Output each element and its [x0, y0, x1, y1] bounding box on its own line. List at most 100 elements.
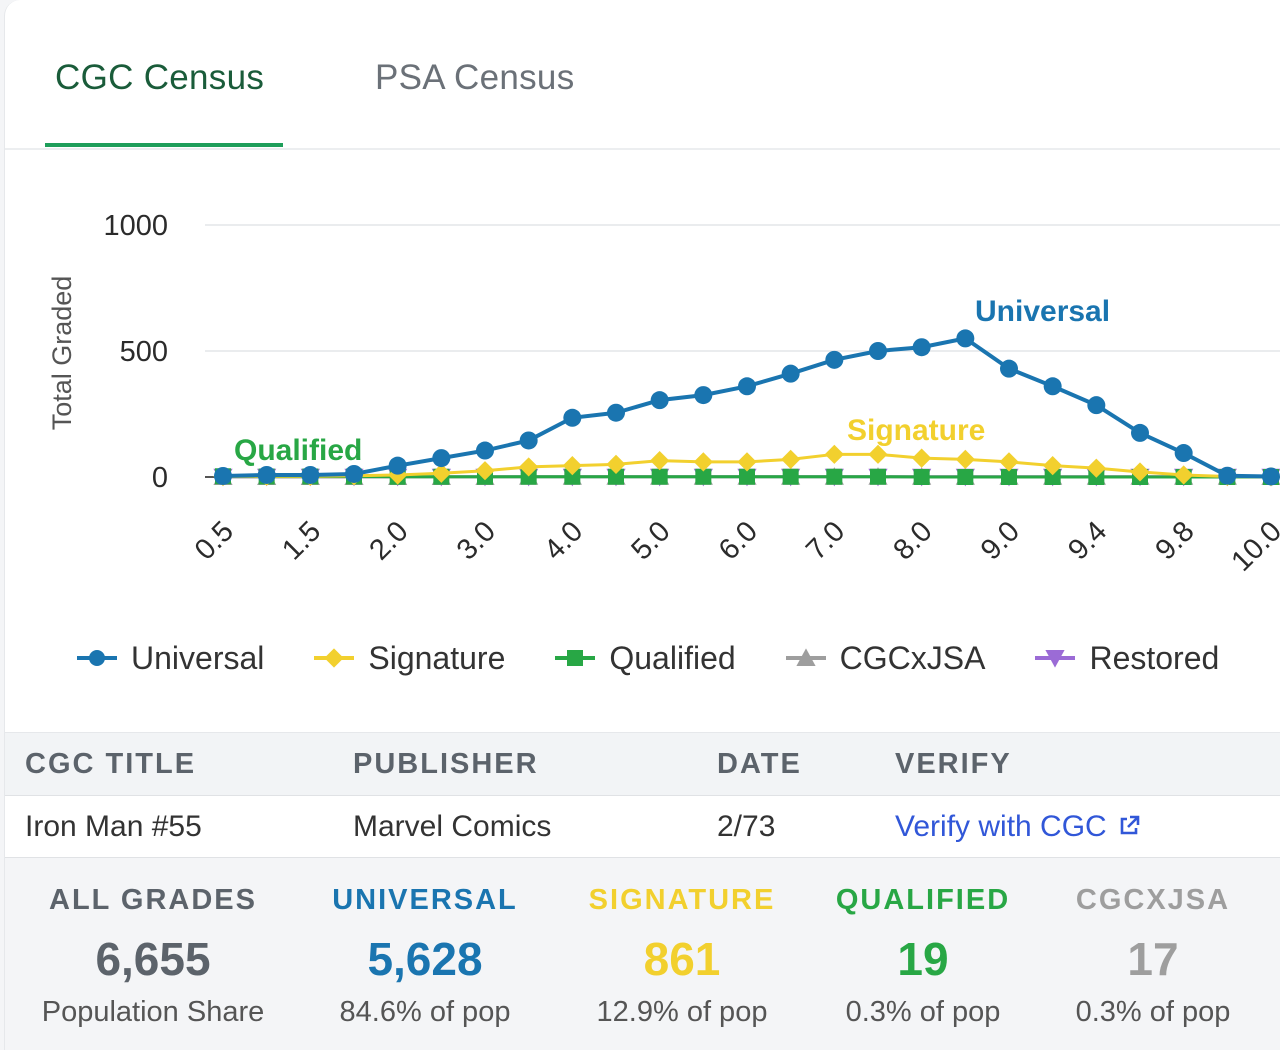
data-point[interactable]: [1044, 469, 1061, 485]
triangle-marker-icon: [784, 644, 828, 672]
data-point[interactable]: [562, 456, 582, 476]
legend-item-restored[interactable]: Restored: [1033, 636, 1219, 680]
data-point[interactable]: [1000, 359, 1018, 378]
data-point[interactable]: [650, 451, 670, 471]
data-point[interactable]: [520, 468, 537, 485]
cell-date: 2/73: [717, 810, 776, 843]
census-tabs: CGC Census PSA Census: [5, 0, 1280, 150]
tab-cgc-census[interactable]: CGC Census: [55, 58, 265, 97]
data-point[interactable]: [956, 329, 975, 348]
x-tick-label: 3.0: [451, 515, 502, 566]
data-point[interactable]: [999, 452, 1019, 472]
data-point[interactable]: [519, 457, 539, 477]
data-point[interactable]: [214, 466, 232, 485]
active-tab-indicator: [45, 143, 283, 147]
data-point[interactable]: [695, 468, 712, 485]
legend-item-qualified[interactable]: Qualified: [553, 636, 736, 680]
data-point[interactable]: [739, 468, 755, 485]
data-point[interactable]: [1087, 396, 1106, 415]
x-tick-label: 5.0: [625, 515, 676, 566]
header-cgc-title: CGC TITLE: [25, 748, 197, 780]
x-tick-label: 4.0: [538, 515, 589, 566]
data-point[interactable]: [563, 408, 582, 427]
data-point[interactable]: [1262, 467, 1280, 486]
census-line-chart: 0 500 1000 Total Graded 0.5 1.5 2.0 3.0 4.0 5.0 6.…: [47, 210, 1280, 578]
data-point[interactable]: [650, 391, 669, 410]
data-point[interactable]: [1086, 458, 1106, 478]
data-point[interactable]: [955, 449, 975, 469]
info-table-header: CGC TITLE PUBLISHER DATE VERIFY: [5, 732, 1280, 796]
stat-share: 12.9% of pop: [596, 996, 768, 1028]
x-tick-label: 8.0: [887, 515, 938, 566]
series-label-signature: Signature: [847, 414, 985, 447]
tab-psa-census[interactable]: PSA Census: [375, 58, 575, 97]
data-point[interactable]: [345, 464, 363, 483]
data-point[interactable]: [869, 342, 887, 360]
triangle-down-marker-icon: [1033, 644, 1077, 672]
data-point[interactable]: [1174, 465, 1194, 485]
data-point[interactable]: [1001, 469, 1017, 485]
data-point[interactable]: [431, 463, 451, 483]
census-card: CGC Census PSA Census 0 500 1000 Total Grad…: [4, 0, 1280, 1050]
data-point[interactable]: [301, 465, 320, 484]
data-point[interactable]: [1043, 456, 1063, 476]
data-point[interactable]: [738, 377, 756, 396]
legend-item-universal[interactable]: Universal: [75, 636, 264, 680]
data-point[interactable]: [475, 461, 495, 481]
info-table-row: Iron Man #55 Marvel Comics 2/73 Verify w…: [5, 795, 1280, 858]
stat-label: SIGNATURE: [588, 884, 776, 916]
chart-legend: Universal Signature Qualified CGCxJSA Restor…: [75, 636, 1219, 680]
data-point[interactable]: [1131, 423, 1149, 442]
data-point[interactable]: [912, 448, 932, 468]
legend-label: Restored: [1089, 639, 1220, 676]
data-point[interactable]: [388, 456, 407, 475]
stat-label: QUALIFIED: [835, 884, 1011, 916]
data-point[interactable]: [825, 350, 844, 369]
data-point[interactable]: [519, 431, 538, 450]
data-point[interactable]: [694, 386, 713, 405]
series-universal: [214, 329, 1280, 486]
data-point[interactable]: [1174, 444, 1193, 463]
series-label-qualified: Qualified: [234, 434, 362, 467]
grade-stats: ALL GRADES 6,655 Population Share UNIVERSAL…: [5, 858, 1280, 1050]
legend-item-cgcxjsa[interactable]: CGCxJSA: [784, 636, 986, 680]
data-point[interactable]: [476, 441, 494, 460]
stat-value: 19: [897, 933, 949, 985]
data-point[interactable]: [912, 338, 931, 357]
stat-value: 5,628: [367, 933, 483, 985]
data-point[interactable]: [913, 469, 930, 485]
stat-share: 0.3% of pop: [845, 996, 1001, 1028]
x-tick-label: 2.0: [363, 515, 414, 566]
x-tick-label: 7.0: [800, 515, 851, 566]
data-point[interactable]: [607, 403, 625, 422]
x-tick-label: 0.5: [189, 515, 240, 566]
stat-share: Population Share: [41, 996, 265, 1028]
data-point[interactable]: [564, 468, 581, 485]
data-point[interactable]: [1043, 377, 1062, 396]
data-point[interactable]: [824, 444, 844, 464]
data-point[interactable]: [737, 452, 757, 472]
data-point[interactable]: [781, 449, 801, 469]
data-point[interactable]: [606, 454, 626, 474]
stat-share: 84.6% of pop: [339, 996, 511, 1028]
legend-label: CGCxJSA: [839, 639, 986, 676]
data-point[interactable]: [1130, 462, 1150, 482]
legend-item-signature[interactable]: Signature: [312, 636, 505, 680]
data-point[interactable]: [870, 468, 886, 485]
data-point[interactable]: [651, 468, 668, 485]
stat-label: CGCXJSA: [1075, 884, 1231, 916]
data-point[interactable]: [781, 364, 800, 383]
data-point[interactable]: [826, 468, 843, 485]
cell-title: Iron Man #55: [25, 810, 202, 843]
data-point[interactable]: [868, 444, 888, 464]
verify-with-cgc-link[interactable]: Verify with CGC: [895, 810, 1141, 844]
data-point[interactable]: [257, 465, 276, 484]
data-point[interactable]: [608, 468, 624, 485]
header-publisher: PUBLISHER: [353, 748, 539, 780]
stat-value: 861: [643, 933, 721, 985]
data-point[interactable]: [432, 449, 451, 468]
data-point[interactable]: [1218, 466, 1237, 485]
data-point[interactable]: [957, 469, 974, 485]
data-point[interactable]: [693, 452, 713, 472]
data-point[interactable]: [782, 468, 799, 485]
